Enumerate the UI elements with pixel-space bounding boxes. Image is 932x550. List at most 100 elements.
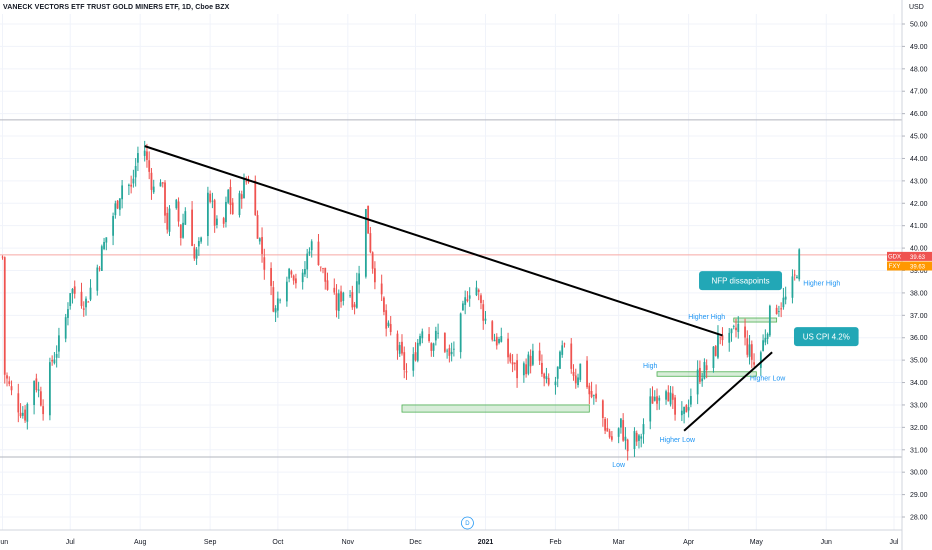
candle-body bbox=[531, 350, 534, 365]
y-tick-label: 31.00 bbox=[910, 447, 928, 454]
dividend-marker-label: D bbox=[465, 521, 470, 527]
candle-body bbox=[229, 187, 232, 205]
candle-body bbox=[103, 242, 105, 250]
candle-body bbox=[606, 427, 609, 432]
candle-body bbox=[37, 389, 40, 391]
candle-body bbox=[416, 342, 419, 361]
candle-body bbox=[285, 281, 288, 302]
candle-body bbox=[545, 376, 548, 380]
x-tick-label: Oct bbox=[272, 539, 283, 546]
time-axis: Jun Jul Aug Sep Oct Nov Dec 2021 Feb Mar Apr May Jun… bbox=[0, 529, 902, 546]
candle-body bbox=[240, 194, 243, 199]
candle-body bbox=[574, 375, 577, 384]
candle-body bbox=[225, 201, 227, 223]
candle-body bbox=[121, 185, 124, 200]
candle-body bbox=[53, 359, 56, 364]
candle-body bbox=[705, 365, 708, 370]
badge-symbol: GDX bbox=[888, 254, 901, 260]
candle-body bbox=[434, 330, 437, 341]
candle-body bbox=[638, 435, 640, 441]
candle-body bbox=[191, 209, 193, 246]
candle-body bbox=[288, 268, 291, 279]
candle-body bbox=[263, 257, 266, 270]
candle-body bbox=[588, 385, 591, 395]
candle-body bbox=[295, 278, 297, 284]
candle-body bbox=[484, 318, 487, 321]
y-tick-label: 38.00 bbox=[910, 290, 928, 297]
candle-body bbox=[701, 378, 704, 382]
candles bbox=[1, 140, 801, 461]
candle-body bbox=[116, 200, 119, 209]
candle-body bbox=[764, 337, 767, 343]
x-tick-label: Jun bbox=[0, 539, 8, 546]
candle-body bbox=[132, 178, 135, 184]
candle-body bbox=[658, 397, 661, 401]
candle-body bbox=[301, 272, 304, 283]
currency-label: USD bbox=[909, 4, 924, 11]
callout: US CPI 4.2% bbox=[793, 327, 859, 347]
candle-body bbox=[477, 289, 480, 292]
candle-body bbox=[58, 335, 60, 352]
candle-body bbox=[696, 369, 699, 395]
candle-body bbox=[448, 348, 451, 356]
candle-body bbox=[491, 321, 494, 340]
candle-body bbox=[87, 301, 90, 303]
badge-value-box bbox=[902, 261, 932, 271]
candle-body bbox=[355, 281, 358, 308]
candle-body bbox=[304, 268, 306, 275]
candle-body bbox=[182, 222, 184, 238]
candle-body bbox=[721, 335, 724, 341]
candle-body bbox=[351, 292, 354, 308]
swing-label: Higher High bbox=[688, 314, 725, 321]
candle-body bbox=[719, 336, 722, 338]
candle-body bbox=[310, 241, 313, 251]
y-tick-label: 34.00 bbox=[910, 380, 928, 387]
candle-body bbox=[493, 339, 496, 342]
candle-body bbox=[732, 326, 735, 327]
candle-body bbox=[179, 224, 182, 239]
candle-body bbox=[148, 160, 151, 172]
candle-body bbox=[85, 298, 87, 308]
candle-body bbox=[371, 252, 374, 269]
candle-body bbox=[1, 256, 4, 258]
candle-body bbox=[728, 332, 731, 343]
badge-value-box bbox=[902, 251, 932, 261]
x-tick-label: Apr bbox=[683, 539, 695, 546]
x-tick-label: Mar bbox=[613, 539, 626, 546]
candle-body bbox=[146, 151, 148, 160]
candle-body bbox=[114, 203, 117, 216]
candle-body bbox=[67, 309, 69, 318]
candle-body bbox=[432, 343, 435, 351]
candle-body bbox=[211, 200, 214, 202]
candle-body bbox=[369, 233, 372, 253]
candle-body bbox=[317, 241, 320, 266]
candle-body bbox=[335, 293, 338, 311]
candle-body bbox=[414, 352, 417, 361]
candle-body bbox=[653, 396, 656, 401]
y-tick-label: 47.00 bbox=[910, 89, 928, 96]
trendline bbox=[144, 145, 723, 337]
candle-body bbox=[353, 304, 356, 308]
candle-body bbox=[337, 293, 340, 311]
candle-body bbox=[159, 182, 162, 187]
candle-body bbox=[759, 352, 762, 368]
candle-body bbox=[373, 268, 376, 283]
candle-body bbox=[308, 251, 311, 254]
candle-body bbox=[680, 410, 683, 416]
callout-text: NFP dissapoints bbox=[711, 277, 769, 286]
y-tick-label: 44.00 bbox=[910, 156, 928, 163]
candle-body bbox=[777, 311, 780, 312]
candle-body bbox=[642, 424, 645, 435]
candle-body bbox=[71, 288, 74, 294]
candle-body bbox=[73, 286, 76, 294]
y-tick-label: 46.00 bbox=[910, 111, 928, 118]
candle-body bbox=[222, 218, 225, 224]
candle-body bbox=[326, 280, 329, 290]
y-tick-label: 50.00 bbox=[910, 22, 928, 29]
candle-body bbox=[118, 198, 121, 210]
candle-body bbox=[8, 381, 11, 384]
candle-body bbox=[782, 297, 785, 308]
event-markers: D bbox=[461, 516, 474, 530]
y-tick-label: 37.00 bbox=[910, 313, 928, 320]
